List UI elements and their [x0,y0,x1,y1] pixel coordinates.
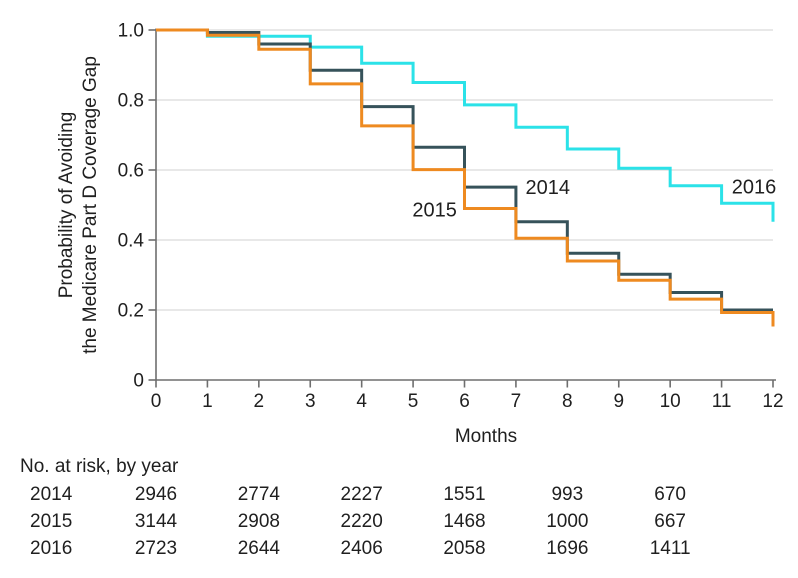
x-tick-label: 10 [660,391,681,412]
risk-value-2014-m10: 670 [654,484,686,505]
y-axis-title-line2: the Medicare Part D Coverage Gap [80,56,101,354]
risk-value-2014-m4: 2227 [340,484,383,505]
x-tick-label: 7 [511,391,522,412]
y-axis-title-line1: Probability of Avoiding [56,112,77,299]
y-tick-label: 0.4 [118,231,145,252]
x-tick-label: 1 [202,391,213,412]
series-path-2016 [156,28,775,222]
risk-table-title: No. at risk, by year [20,456,179,477]
x-tick-label: 4 [356,391,367,412]
x-tick-label: 3 [305,391,316,412]
risk-value-2015-m10: 667 [654,511,686,532]
risk-value-2015-m2: 2908 [237,511,280,532]
risk-value-2016-m4: 2406 [340,538,383,559]
x-tick-label: 0 [151,391,162,412]
x-tick-label: 11 [712,391,732,412]
risk-row-year: 2016 [30,538,73,559]
risk-value-2016-m8: 1696 [546,538,589,559]
x-tick-label: 6 [459,391,470,412]
series-path-2015 [156,28,775,327]
risk-value-2016-m2: 2644 [237,538,280,559]
risk-value-2015-m6: 1468 [443,511,486,532]
x-tick-label: 8 [562,391,573,412]
y-tick-label: 0.2 [118,301,144,322]
x-tick-label: 9 [613,391,624,412]
risk-row-year: 2014 [30,484,73,505]
risk-value-2014-m0: 2946 [134,484,178,505]
risk-value-2015-m4: 2220 [340,511,383,532]
risk-value-2015-m0: 3144 [134,511,178,532]
risk-row-year: 2015 [30,511,73,532]
y-tick-label: 0 [133,371,144,392]
risk-value-2016-m6: 2058 [443,538,486,559]
y-tick-label: 1.0 [118,21,144,42]
x-axis-title: Months [455,426,517,447]
risk-value-2015-m8: 1000 [546,511,589,532]
survival-chart: 00.20.40.60.81.00 1 2 3 4 5 6 7 8 9 10 11 1220152014… [56,21,784,448]
x-tick-label: 2 [254,391,265,412]
series-label-2015: 2015 [412,200,457,222]
chart-plot-area: 00.20.40.60.81.00 1 2 3 4 5 6 7 8 9 10 11 1220152014… [118,21,784,413]
risk-value-2016-m0: 2723 [134,538,178,559]
x-tick-label: 5 [408,391,419,412]
series-label-2014: 2014 [526,177,571,199]
risk-value-2014-m8: 993 [551,484,584,505]
risk-value-2016-m10: 1411 [649,538,691,559]
y-tick-label: 0.8 [118,91,144,112]
risk-value-2014-m2: 2774 [237,484,280,505]
risk-value-2014-m6: 1551 [443,484,486,505]
y-tick-label: 0.6 [118,161,144,182]
series-label-2016: 2016 [732,176,777,198]
x-tick-label: 12 [762,391,783,412]
